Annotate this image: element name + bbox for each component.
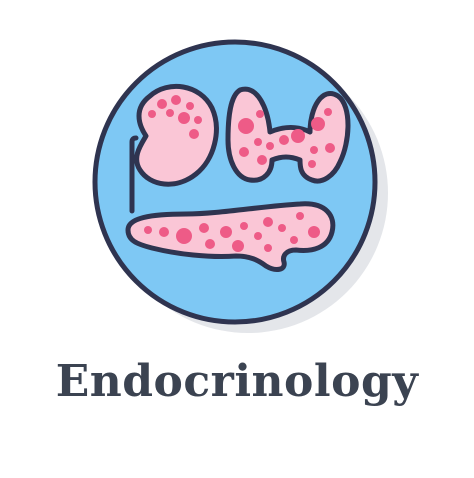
adrenal-gland-icon	[129, 83, 219, 214]
pancreas-icon	[125, 201, 336, 272]
icon-caption: Endocrinology	[55, 356, 419, 407]
icon-background-circle	[92, 39, 378, 325]
thyroid-gland-icon	[225, 86, 351, 184]
